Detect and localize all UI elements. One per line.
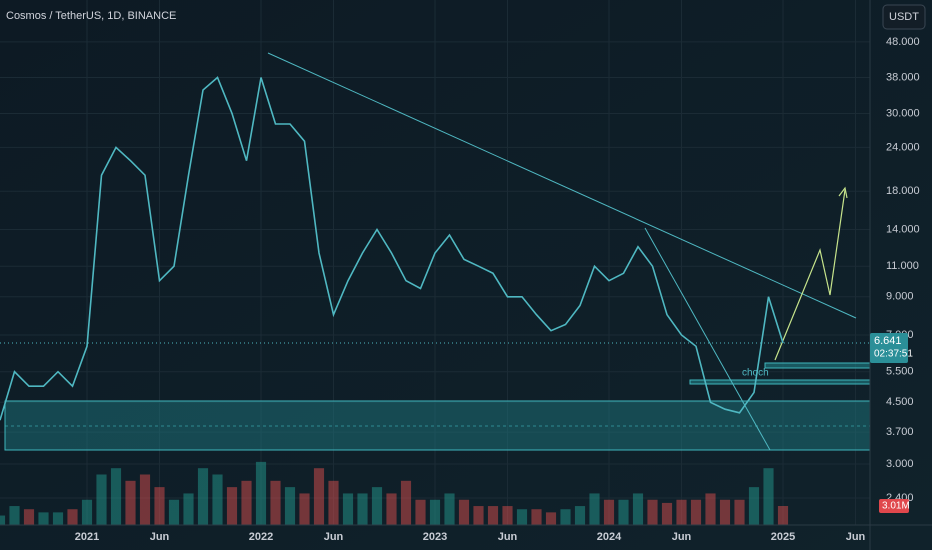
volume-bar xyxy=(690,499,702,525)
trendline-2 xyxy=(644,227,771,451)
volume-bar xyxy=(632,493,644,525)
annotation: choch xyxy=(742,368,769,379)
price-line xyxy=(0,76,784,421)
price xyxy=(0,76,870,421)
x-tick-label: Jun xyxy=(846,531,866,543)
volume-bar xyxy=(342,493,354,525)
volume-bar xyxy=(574,506,586,525)
volume-label: 3.01M xyxy=(882,501,910,512)
volume-bar xyxy=(197,468,209,525)
volume-bar xyxy=(545,512,557,525)
volume-bar xyxy=(386,493,397,525)
volume-bar xyxy=(531,509,542,525)
y-tick-label: 11.000 xyxy=(886,260,919,272)
y-tick-label: 18.000 xyxy=(886,185,920,197)
volume-bar xyxy=(139,474,151,525)
projection xyxy=(774,189,846,361)
volume-bar xyxy=(473,506,484,525)
y-tick-label: 4.500 xyxy=(886,396,914,408)
volume-bar xyxy=(661,502,673,525)
volume-bar xyxy=(67,509,78,525)
y-tick-label: 48.000 xyxy=(886,36,920,48)
y-tick-label: 9.000 xyxy=(886,291,914,303)
volume-bar xyxy=(444,493,455,525)
x-tick-label: 2023 xyxy=(423,531,447,543)
volume-bar xyxy=(96,474,107,525)
volume-bar xyxy=(0,515,6,525)
x-tick-label: Jun xyxy=(324,531,344,543)
volume-bar xyxy=(487,506,499,525)
volume-bar xyxy=(748,487,760,525)
x-tick-label: Jun xyxy=(150,531,170,543)
volume-bar xyxy=(226,487,238,525)
volume-bar xyxy=(618,499,629,525)
currency-label[interactable]: USDT xyxy=(889,11,919,23)
y-tick-label: 38.000 xyxy=(886,71,920,83)
volume-bar xyxy=(357,493,368,525)
zone-upper xyxy=(764,362,871,369)
volume-bar xyxy=(371,487,383,525)
zone-choch xyxy=(689,379,871,385)
volume-bar xyxy=(777,506,789,525)
volume-bar xyxy=(81,499,93,525)
y-tick-label: 5.500 xyxy=(886,366,914,378)
volume-bar xyxy=(429,499,441,525)
volume-bar xyxy=(705,493,716,525)
x-tick-label: Jun xyxy=(672,531,692,543)
volume-bar xyxy=(125,480,136,525)
volume-label-box xyxy=(879,499,909,513)
volume-bar xyxy=(110,468,122,525)
volume-bar xyxy=(313,468,325,525)
last-price-label: 6.641 xyxy=(874,335,902,347)
volume-bar xyxy=(589,493,600,525)
volume-bar xyxy=(328,480,339,525)
currency-button[interactable] xyxy=(882,4,926,30)
x-tick-label: 2024 xyxy=(597,531,622,543)
volume-bar xyxy=(734,499,745,525)
y-tick-label: 14.000 xyxy=(886,223,920,235)
volume-bar xyxy=(458,499,470,525)
volume-bar xyxy=(23,509,35,525)
x-tick-label: 2022 xyxy=(249,531,273,543)
volume-bar xyxy=(212,474,223,525)
volume-bar xyxy=(676,499,687,525)
volume xyxy=(0,461,789,525)
volume-bar xyxy=(255,461,267,525)
volume-bar xyxy=(183,493,194,525)
volume-bar xyxy=(270,480,281,525)
volume-bar xyxy=(38,512,49,525)
volume-bar xyxy=(502,506,513,525)
volume-bar xyxy=(168,499,180,525)
volume-bar xyxy=(560,509,571,525)
projection-arrowhead xyxy=(838,186,848,199)
chart-title: Cosmos / TetherUS, 1D, BINANCE xyxy=(6,10,176,22)
y-tick-label: 3.000 xyxy=(886,458,914,470)
volume-bar xyxy=(241,480,252,525)
x-tick-label: 2021 xyxy=(75,531,99,543)
volume-bar xyxy=(9,506,20,525)
volume-bar xyxy=(647,499,658,525)
countdown: 02:37:51 xyxy=(874,349,913,360)
volume-bar xyxy=(603,499,615,525)
volume-bar xyxy=(516,509,528,525)
volume-bar xyxy=(719,499,731,525)
volume-bar xyxy=(154,487,165,525)
volume-bar xyxy=(400,480,412,525)
x-tick-label: Jun xyxy=(498,531,518,543)
x-tick-label: 2025 xyxy=(771,531,795,543)
trendline xyxy=(267,52,857,319)
last-price-box xyxy=(870,333,908,364)
y-tick-label: 3.700 xyxy=(886,426,914,438)
volume-bar xyxy=(284,487,296,525)
y-tick-label: 24.000 xyxy=(886,141,920,153)
y-tick-label: 30.000 xyxy=(886,107,920,119)
axes: 48.000 38.000 30.000 24.000 18.000 14.000 11.0… xyxy=(75,36,920,543)
volume-bar xyxy=(415,499,426,525)
volume-bar xyxy=(52,512,64,525)
grid xyxy=(0,0,870,525)
volume-bar xyxy=(763,468,774,525)
volume-bar xyxy=(299,493,310,525)
